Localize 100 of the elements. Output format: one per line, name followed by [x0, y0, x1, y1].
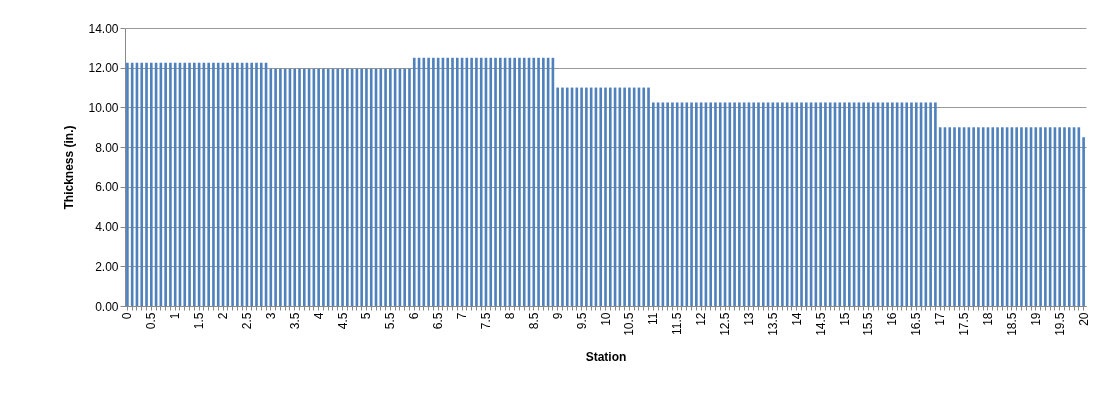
bar: [738, 102, 741, 306]
x-axis-title: Station: [585, 349, 627, 364]
x-tick-label: 12.5: [718, 312, 733, 336]
bar: [714, 102, 717, 306]
bar: [996, 127, 999, 306]
bar: [207, 62, 210, 306]
x-tick-label: 4.5: [335, 312, 350, 330]
bar: [1034, 127, 1038, 306]
x-tick-label: 10.5: [622, 312, 637, 336]
bar: [628, 87, 631, 306]
bar: [1015, 127, 1018, 306]
bar: [871, 102, 875, 306]
bar: [279, 68, 282, 306]
bar: [800, 102, 803, 306]
x-tick-label: 20: [1076, 312, 1091, 326]
x-tick-label: 9: [550, 312, 565, 320]
bar: [828, 102, 832, 306]
bar: [522, 57, 526, 306]
bar: [891, 102, 894, 306]
y-tick-label: 0.00: [95, 299, 119, 314]
bar: [881, 102, 885, 306]
y-tick-label: 10.00: [88, 100, 119, 115]
y-tick-label: 2.00: [95, 259, 119, 274]
bar: [761, 102, 765, 306]
bar: [757, 102, 760, 306]
bar: [556, 87, 559, 306]
bar: [608, 87, 612, 306]
bar: [848, 102, 851, 306]
bar: [1044, 127, 1047, 306]
y-tick-label: 6.00: [95, 180, 119, 195]
bar: [728, 102, 732, 306]
bar: [733, 102, 736, 306]
bar: [169, 62, 172, 306]
bar: [149, 62, 153, 306]
bar: [389, 68, 392, 306]
bar: [1020, 127, 1023, 306]
bar: [212, 62, 215, 306]
bar: [188, 62, 191, 306]
x-tick-label: 5.5: [383, 312, 398, 330]
x-tick-label: 19: [1028, 312, 1043, 326]
x-tick-label: 4: [311, 312, 326, 320]
x-tick-label: 19.5: [1052, 312, 1067, 336]
x-tick-label: 2: [216, 312, 231, 320]
bar: [929, 102, 932, 306]
bar: [231, 62, 234, 306]
bar: [575, 87, 579, 306]
bar: [647, 87, 650, 306]
bar: [776, 102, 779, 306]
bar: [183, 62, 187, 306]
bar: [216, 62, 220, 306]
bar: [532, 57, 536, 306]
x-tick-label: 10: [598, 312, 613, 326]
x-tick-label: 0: [120, 312, 135, 320]
bar: [236, 62, 239, 306]
bar: [718, 102, 722, 306]
y-tick-label: 4.00: [95, 220, 119, 235]
x-tick-label: 17.5: [957, 312, 972, 336]
y-tick-label: 12.00: [88, 61, 119, 76]
bar: [479, 57, 483, 306]
bar: [193, 62, 196, 306]
bar: [317, 68, 320, 306]
bar: [1058, 127, 1062, 306]
bar: [499, 57, 502, 306]
x-tick-label: 12: [694, 312, 709, 326]
bar: [781, 102, 784, 306]
bar: [379, 68, 383, 306]
bar: [341, 68, 344, 306]
x-tick-label: 3: [263, 312, 278, 320]
y-tick-label: 14.00: [88, 21, 119, 36]
bar: [671, 102, 674, 306]
bar: [838, 102, 842, 306]
bar: [126, 62, 129, 306]
x-tick-label: 5: [359, 312, 374, 320]
bar: [446, 57, 450, 306]
x-tick-label: 17: [933, 312, 948, 326]
bar: [642, 87, 646, 306]
bar: [542, 57, 545, 306]
x-tick-label: 11: [646, 312, 661, 325]
bar: [623, 87, 626, 306]
x-tick-label: 6: [407, 312, 422, 320]
bar: [451, 57, 454, 306]
bar: [293, 68, 297, 306]
bar: [862, 102, 865, 306]
bar: [537, 57, 540, 306]
x-tick-label: 1: [168, 312, 183, 320]
bar: [934, 102, 937, 306]
bar: [346, 68, 349, 306]
bar: [1063, 127, 1066, 306]
x-tick-label: 9.5: [574, 312, 589, 330]
bar: [695, 102, 698, 306]
bar: [652, 102, 655, 306]
bar: [709, 102, 712, 306]
bar: [369, 68, 373, 306]
bar: [1039, 127, 1042, 306]
bar: [795, 102, 799, 306]
bar: [470, 57, 473, 306]
bar: [666, 102, 669, 306]
bar: [972, 127, 975, 306]
x-tick-label: 3.5: [287, 312, 302, 330]
bar: [427, 57, 430, 306]
